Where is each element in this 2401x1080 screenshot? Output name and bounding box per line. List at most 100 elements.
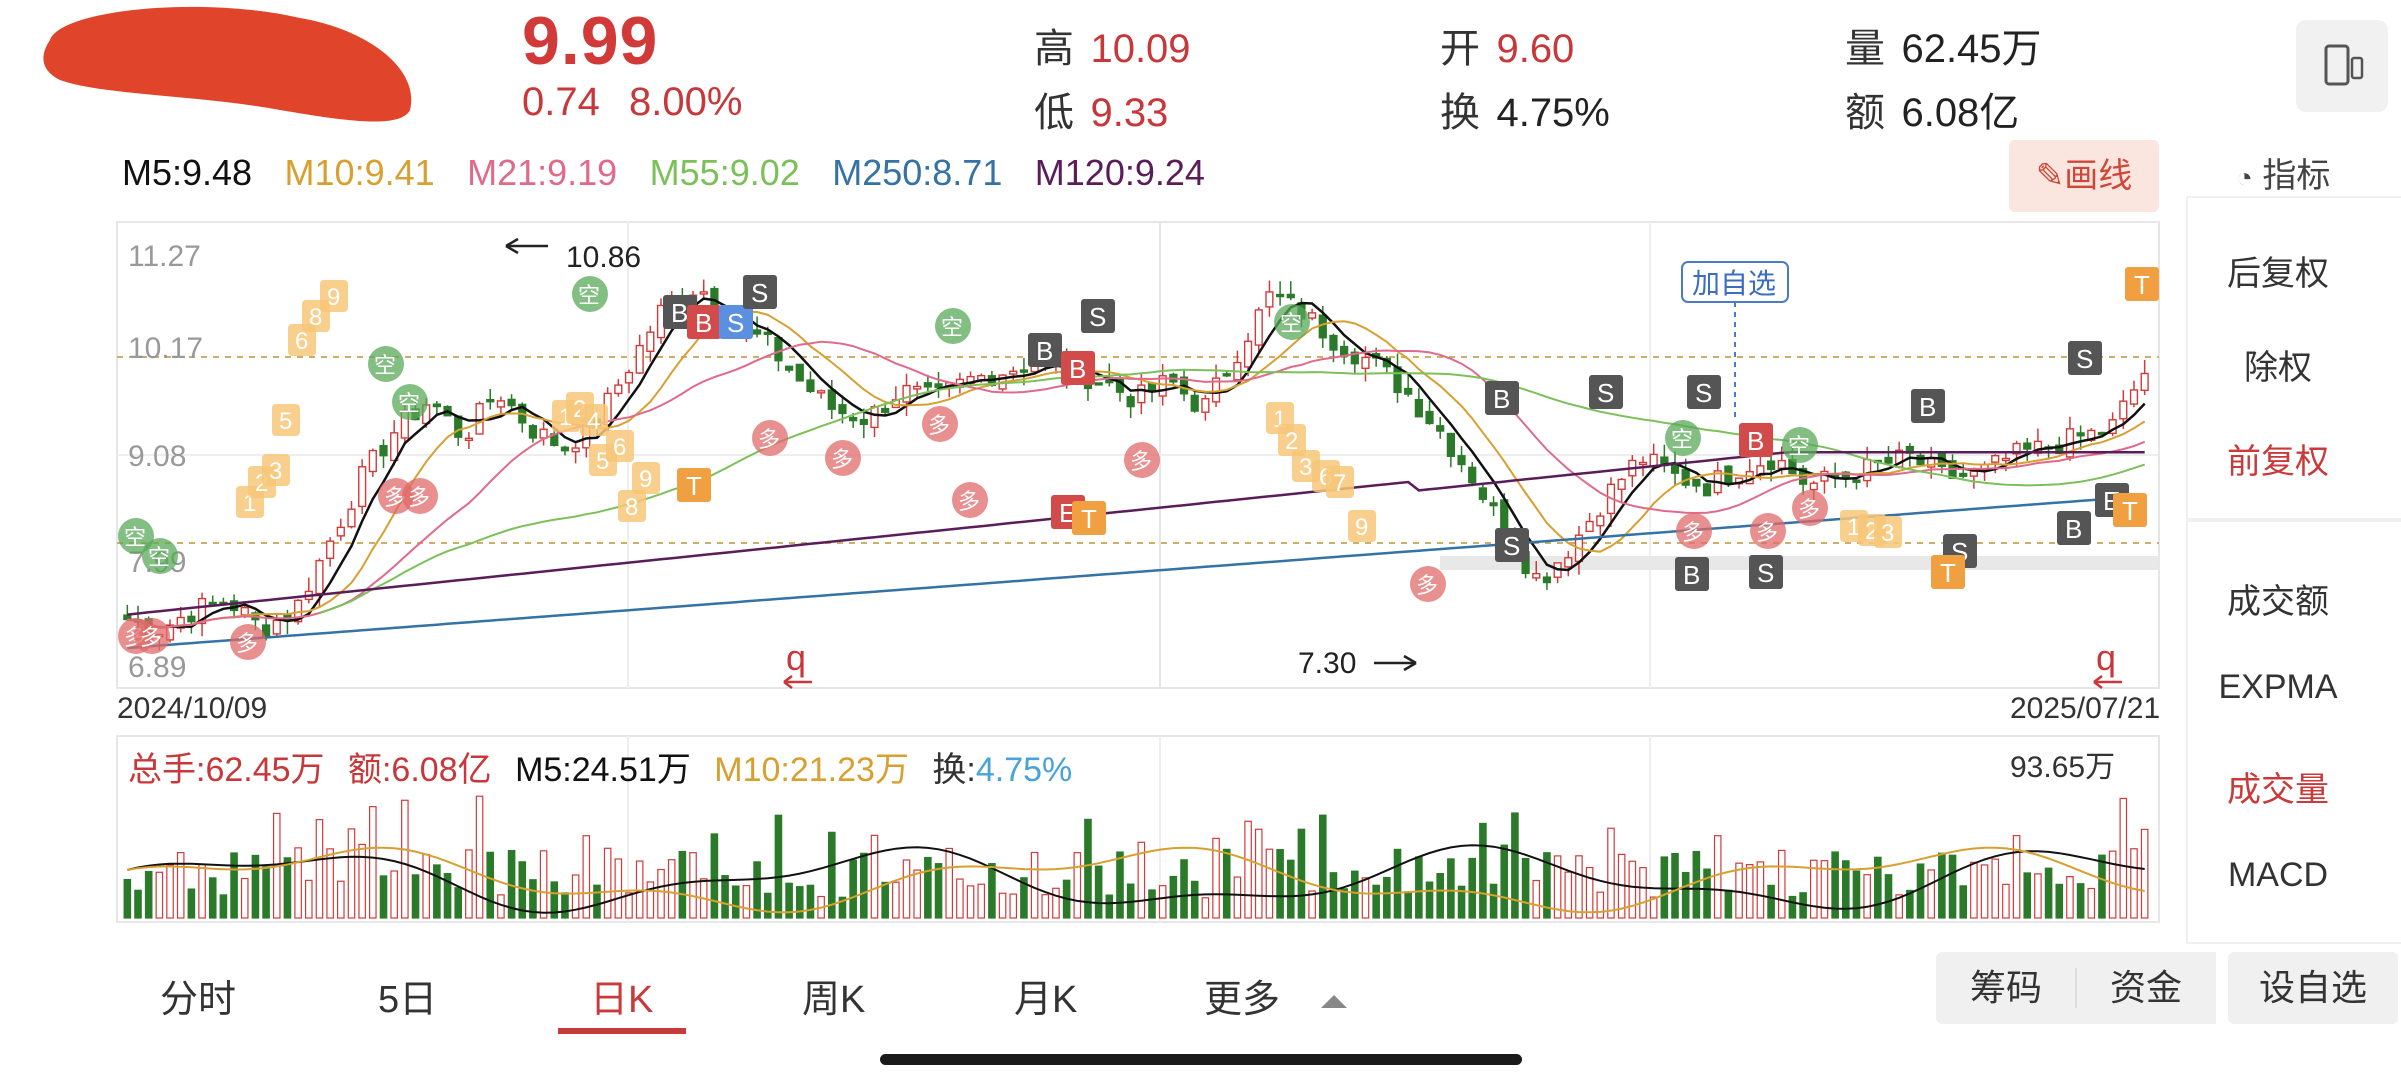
volume-max: 93.65万: [2010, 751, 2116, 784]
volume-stat: 量 62.45万: [1845, 16, 2042, 74]
volume-bar: [1639, 867, 1647, 919]
candle-body: [187, 615, 196, 623]
volume-bar: [689, 852, 697, 919]
candle-body: [379, 445, 388, 457]
volume-bar: [230, 852, 238, 919]
volume-bar: [1148, 889, 1156, 919]
candle-body: [197, 597, 207, 625]
volume-bar: [198, 863, 206, 919]
volume-bar: [1457, 885, 1466, 919]
chips-funds-group: 筹码 资金: [1936, 952, 2216, 1024]
sidebar-item-expma[interactable]: EXPMA: [2218, 668, 2338, 706]
volume-bar: [646, 881, 655, 919]
candle-body: [2076, 432, 2085, 437]
volume-bar: [1906, 889, 1914, 919]
volume-bar: [379, 875, 388, 919]
price-change: 0.74 8.00%: [522, 80, 742, 125]
volume-bar: [1201, 897, 1210, 919]
candle-body: [1425, 410, 1434, 425]
volume-bar: [1980, 864, 1989, 919]
count-marker: [1278, 424, 1306, 456]
candle-body: [2001, 457, 2011, 462]
volume-bar: [1329, 872, 1338, 919]
volume-bar: [433, 864, 441, 919]
volume-bar: [1532, 879, 1541, 919]
tab-weekly-k[interactable]: 周K: [802, 979, 866, 1021]
candle-body: [1468, 466, 1477, 484]
divider: [2075, 968, 2077, 1008]
trade-marker: [719, 305, 753, 339]
indicator-button[interactable]: ◔ 指标: [2236, 148, 2330, 197]
volume-legend: 总手:62.45万 额:6.08亿 M5:24.51万 M10:21.23万 换…: [128, 742, 1072, 791]
volume-bar: [1116, 851, 1124, 919]
sidebar-item-volume[interactable]: 成交量: [2227, 771, 2329, 809]
signal-circle-text: 多: [1756, 520, 1778, 545]
candle-body: [752, 329, 762, 335]
volume-bar: [2034, 873, 2042, 919]
tab-daily-k[interactable]: 日K: [590, 979, 654, 1021]
volume-bar: [785, 882, 793, 919]
ma250-legend: M250:8.71: [832, 152, 1003, 193]
candle-body: [1638, 461, 1648, 466]
sidebar-item-turnover-amount[interactable]: 成交额: [2227, 583, 2329, 621]
adjust-panel: [2186, 196, 2401, 520]
trade-marker: [743, 275, 777, 309]
volume-bar: [1393, 848, 1402, 919]
candle-body: [913, 385, 922, 390]
tab-intraday[interactable]: 分时: [160, 979, 237, 1021]
count-marker-text: 3: [269, 458, 282, 485]
volume-bar: [1052, 887, 1060, 919]
volume-bar: [347, 828, 356, 919]
t-marker: [677, 468, 711, 502]
tab-5day[interactable]: 5日: [378, 979, 438, 1021]
rotate-screen-button[interactable]: [2296, 20, 2388, 112]
volume-bar: [1895, 894, 1903, 919]
candle-body: [1446, 432, 1455, 457]
signal-circle: [1750, 513, 1786, 549]
candle-body: [1404, 387, 1413, 395]
count-marker: [618, 490, 646, 522]
volume-bar: [1692, 850, 1701, 919]
signal-circle: [392, 384, 428, 420]
volume-bar: [1777, 849, 1786, 919]
candle-body: [1969, 470, 1978, 477]
candle-body: [1916, 454, 1925, 466]
volume-bar: [625, 892, 633, 919]
volume-bar: [1105, 894, 1114, 919]
tab-more[interactable]: 更多: [1204, 968, 1347, 1023]
signal-circle: [1782, 427, 1818, 463]
trade-marker: [1911, 389, 1945, 423]
trade-marker-text: B: [1683, 560, 1700, 590]
volume-bar: [2087, 887, 2096, 919]
candle-body: [827, 389, 836, 410]
candle-body: [1596, 515, 1605, 527]
sidebar-item-post-adjust[interactable]: 后复权: [2227, 255, 2329, 293]
draw-line-button[interactable]: ✎画线: [2009, 140, 2159, 212]
candle-body: [539, 428, 548, 439]
trade-marker-text: S: [1089, 302, 1106, 332]
t-marker-text: T: [1940, 558, 1956, 588]
volume-bar: [2012, 835, 2021, 919]
count-marker-text: 9: [639, 466, 652, 493]
tab-monthly-k[interactable]: 月K: [1014, 979, 1078, 1021]
candle-body: [784, 365, 794, 371]
t-marker: [2113, 493, 2147, 527]
sidebar-item-ex-rights[interactable]: 除权: [2244, 349, 2312, 387]
tab-more-label: 更多: [1204, 979, 1281, 1021]
volume-bar: [2098, 854, 2106, 919]
volume-bar: [2130, 848, 2138, 919]
volume-bar: [593, 884, 601, 919]
count-marker-text: 9: [327, 284, 340, 311]
watch-tag[interactable]: 加自选: [1681, 261, 1789, 418]
candle-body: [1190, 394, 1199, 412]
sidebar-item-pre-adjust[interactable]: 前复权: [2227, 443, 2329, 481]
chips-button[interactable]: 筹码: [1969, 967, 2042, 1008]
volume-turnover-label: 换:: [932, 751, 976, 789]
funds-button[interactable]: 资金: [2109, 967, 2182, 1008]
sidebar-item-macd[interactable]: MACD: [2227, 856, 2329, 894]
count-marker-text: 3: [1881, 520, 1894, 547]
volume-bar: [988, 863, 996, 919]
volume-bar: [763, 892, 772, 919]
add-watch-button[interactable]: 设自选: [2228, 952, 2398, 1024]
